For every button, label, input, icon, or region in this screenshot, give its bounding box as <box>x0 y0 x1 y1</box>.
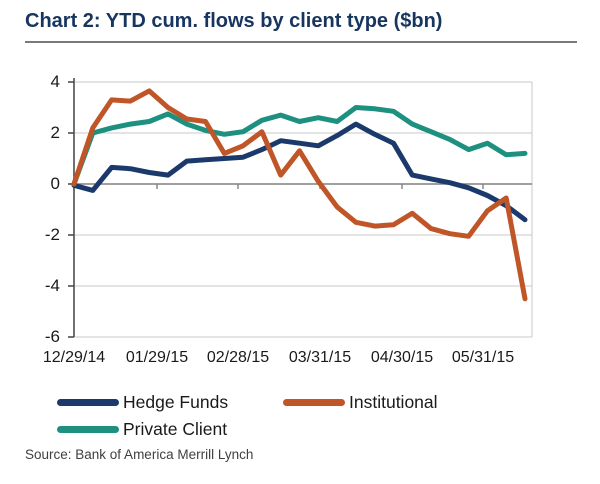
institutional-line-swatch-icon <box>283 398 345 406</box>
y-tick-label: -6 <box>44 327 60 346</box>
private-client-line <box>71 105 528 187</box>
legend-label-institutional: Institutional <box>349 391 438 412</box>
hedge-funds-line-swatch-icon <box>57 398 119 406</box>
source-text: Source: Bank of America Merrill Lynch <box>25 447 254 462</box>
legend-item-private-client: Private Client <box>57 418 227 440</box>
y-tick-label: -2 <box>44 225 60 244</box>
x-tick-label: 05/31/15 <box>451 349 515 366</box>
y-tick-label: 2 <box>50 123 60 142</box>
title-divider <box>25 41 577 43</box>
legend-label-hedge-funds: Hedge Funds <box>123 391 229 412</box>
x-tick-label: 04/30/15 <box>370 349 434 366</box>
y-tick-label: 4 <box>50 72 60 91</box>
x-tick-label: 03/31/15 <box>288 349 352 366</box>
institutional-line <box>71 88 528 302</box>
chart-title: Chart 2: YTD cum. flows by client type (… <box>25 10 443 32</box>
legend-item-institutional: Institutional <box>283 391 438 413</box>
private-client-line-swatch-icon <box>57 425 119 433</box>
legend-item-hedge-funds: Hedge Funds <box>57 391 228 413</box>
legend-label-private-client: Private Client <box>123 418 228 439</box>
y-tick-label: 0 <box>50 174 60 193</box>
x-tick-label: 01/29/15 <box>125 349 189 366</box>
x-tick-label: 02/28/15 <box>206 349 270 366</box>
y-tick-label: -4 <box>44 276 60 295</box>
hedge-funds-line <box>71 121 528 223</box>
x-tick-label: 12/29/14 <box>42 349 106 366</box>
